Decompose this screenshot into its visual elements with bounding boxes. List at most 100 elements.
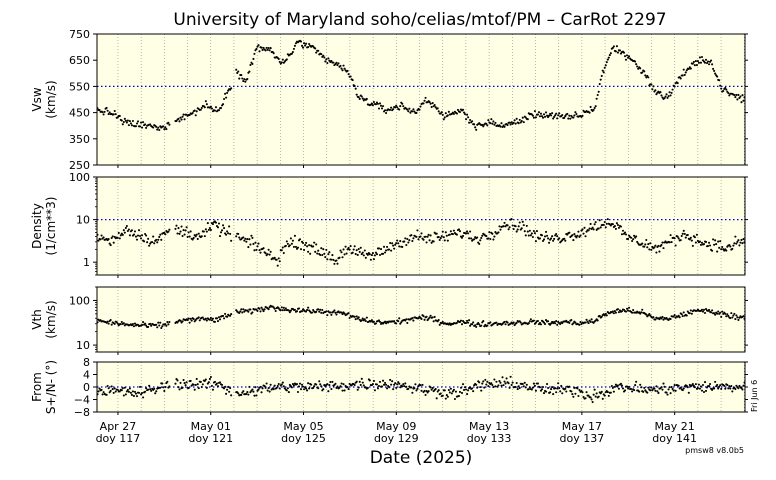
data-point [741, 242, 744, 245]
data-point [266, 389, 269, 392]
data-point [247, 310, 250, 313]
data-point [619, 382, 623, 385]
data-point [357, 247, 360, 251]
data-point [584, 397, 587, 400]
data-point [627, 237, 630, 241]
data-point [205, 103, 208, 106]
data-point [141, 323, 144, 327]
data-point [706, 60, 710, 63]
data-point [395, 322, 398, 325]
data-point [263, 308, 266, 311]
data-point [466, 113, 469, 116]
data-point [734, 388, 737, 391]
data-point [240, 74, 243, 77]
data-point [649, 389, 652, 392]
data-point [163, 128, 166, 131]
data-point [374, 322, 377, 325]
data-point [644, 74, 647, 77]
x-tick-doy-label: doy 137 [560, 432, 605, 445]
data-point [199, 108, 202, 111]
data-point [176, 321, 179, 324]
data-point [423, 99, 426, 102]
data-point [343, 67, 346, 70]
data-point [660, 317, 663, 320]
y-tick-label: 350 [69, 133, 90, 146]
data-point [262, 46, 265, 49]
data-point [425, 315, 428, 318]
data-point [424, 96, 427, 99]
data-point [354, 87, 357, 90]
data-point [105, 106, 108, 109]
data-point [117, 231, 120, 235]
data-point [205, 319, 208, 322]
data-point [228, 225, 231, 228]
data-point [614, 50, 617, 53]
data-point [627, 387, 630, 390]
data-point [121, 123, 124, 126]
data-point [160, 238, 163, 241]
data-point [395, 242, 398, 245]
data-point [127, 390, 130, 393]
data-point [519, 321, 522, 324]
data-point [609, 52, 612, 55]
data-point [318, 380, 321, 383]
data-point [142, 121, 145, 124]
panel-frame [96, 176, 746, 276]
data-point [181, 234, 184, 238]
data-point [372, 379, 375, 383]
data-point [704, 389, 708, 392]
data-point [305, 241, 308, 244]
data-point [405, 243, 408, 247]
data-point [197, 232, 200, 235]
data-point [132, 325, 136, 328]
data-point [699, 385, 703, 388]
data-point [690, 312, 693, 315]
data-point [400, 321, 403, 324]
data-point [261, 48, 264, 52]
data-point [573, 233, 576, 236]
data-point [343, 312, 346, 315]
data-point [399, 240, 402, 243]
data-point [195, 110, 198, 113]
data-point [708, 63, 711, 66]
data-point [218, 381, 222, 384]
data-point [251, 388, 254, 391]
data-point [595, 392, 598, 395]
data-point [401, 102, 404, 105]
data-point [358, 250, 361, 253]
data-point [294, 245, 298, 248]
data-point [714, 72, 717, 75]
data-point [726, 313, 729, 316]
data-point [204, 317, 207, 320]
data-point [130, 124, 133, 127]
data-point [253, 394, 256, 397]
data-point [397, 320, 400, 323]
data-point [670, 385, 673, 389]
data-point [391, 380, 394, 383]
data-point [590, 318, 593, 321]
data-point [541, 385, 545, 389]
data-point [493, 378, 496, 381]
data-point [100, 388, 103, 391]
data-point [522, 121, 525, 124]
data-point [565, 319, 568, 322]
data-point [435, 397, 438, 400]
data-point [210, 384, 213, 387]
data-point [176, 379, 179, 382]
data-point [597, 227, 600, 230]
data-point [641, 71, 644, 74]
data-point [579, 320, 582, 324]
data-point [568, 231, 571, 234]
data-point [690, 239, 693, 242]
data-point [289, 309, 292, 312]
data-point [358, 380, 361, 383]
data-point [526, 230, 529, 233]
data-point [293, 234, 296, 237]
data-point [386, 387, 389, 390]
data-point [245, 240, 248, 243]
data-point [348, 248, 351, 251]
data-point [312, 386, 315, 390]
data-point [282, 385, 285, 388]
data-point [177, 117, 180, 120]
